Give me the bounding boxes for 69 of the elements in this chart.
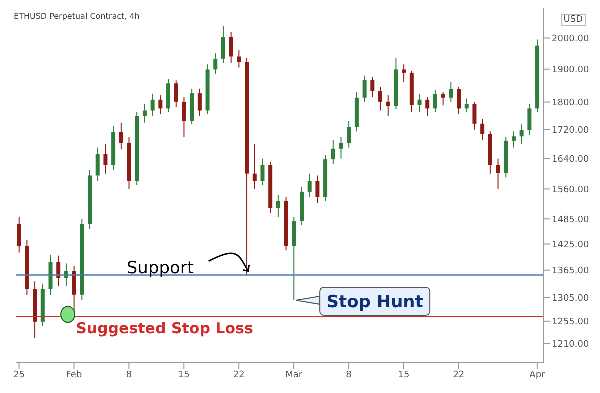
candlestick xyxy=(347,120,352,148)
candlestick xyxy=(528,103,532,136)
candlestick xyxy=(150,93,155,116)
y-tick-label: 1425.00 xyxy=(552,240,590,250)
candlestick xyxy=(96,147,100,182)
candlestick xyxy=(331,140,336,165)
candlestick xyxy=(496,158,500,190)
y-tick-label: 2000.00 xyxy=(552,34,590,44)
candlestick xyxy=(237,50,242,68)
candlestick xyxy=(198,88,202,116)
candlestick xyxy=(308,173,312,198)
y-tick-label: 1640.00 xyxy=(552,155,590,166)
candlestick xyxy=(449,82,454,103)
candlestick xyxy=(174,80,178,108)
annotation: Stop Hunt xyxy=(326,292,424,312)
candlestick xyxy=(402,64,406,83)
y-tick-label: 1720.00 xyxy=(552,126,590,136)
text: ETHUSD Perpetual Contract, 4h xyxy=(14,12,140,21)
candlestick xyxy=(221,26,226,64)
candlestick xyxy=(72,265,76,312)
candlestick xyxy=(316,175,320,204)
candlestick xyxy=(362,75,367,103)
x-tick-label: 22 xyxy=(453,370,465,380)
y-tick-label: 1900.00 xyxy=(552,66,590,76)
candlestick xyxy=(252,144,257,190)
candlestick xyxy=(142,103,147,124)
candlestick xyxy=(370,76,375,98)
x-tick-label: 8 xyxy=(346,370,352,380)
x-tick-label: 15 xyxy=(398,370,410,380)
x-tick-label: 15 xyxy=(178,370,190,380)
y-axis-title: USD xyxy=(560,14,586,26)
candlestick xyxy=(339,136,344,160)
y-tick-label: 1305.00 xyxy=(552,294,590,304)
candlestick xyxy=(472,102,477,130)
x-tick-label: Feb xyxy=(66,370,82,380)
candlestick xyxy=(426,96,430,116)
candlestick xyxy=(433,90,438,113)
candlestick xyxy=(17,216,22,254)
candlestick xyxy=(464,98,469,113)
ref-line-label: Support xyxy=(126,258,194,278)
candlestick xyxy=(480,118,485,142)
candlestick xyxy=(520,124,524,145)
candlestick xyxy=(182,96,186,138)
y-tick-label: 1210.00 xyxy=(552,340,590,350)
candlestick xyxy=(512,131,516,148)
x-tick-label: 25 xyxy=(14,370,25,380)
candlestick xyxy=(56,255,61,287)
y-tick-label: 1560.00 xyxy=(552,185,590,196)
candlestick xyxy=(229,32,234,64)
ref-line-label: Suggested Stop Loss xyxy=(76,320,254,338)
x-tick-label: Mar xyxy=(286,370,303,380)
candlestick xyxy=(276,194,280,218)
candlestick xyxy=(441,92,446,106)
x-tick-label: Apr xyxy=(530,370,546,380)
candlestick xyxy=(378,86,383,112)
candlestick xyxy=(104,144,108,174)
candlestick xyxy=(386,95,390,116)
candlestick xyxy=(418,93,422,113)
candlestick xyxy=(214,53,218,75)
candlestick xyxy=(119,122,124,150)
y-tick-label: 1365.00 xyxy=(552,266,590,277)
x-tick-label: 8 xyxy=(126,370,132,380)
candlestick xyxy=(260,158,265,186)
x-tick-label: 22 xyxy=(233,370,245,380)
candlestick xyxy=(457,86,462,115)
y-tick-label: 1255.00 xyxy=(552,318,590,328)
candlestick xyxy=(158,95,163,115)
y-tick-label: 1485.00 xyxy=(552,215,590,226)
y-tick-label: 1800.00 xyxy=(552,98,590,108)
